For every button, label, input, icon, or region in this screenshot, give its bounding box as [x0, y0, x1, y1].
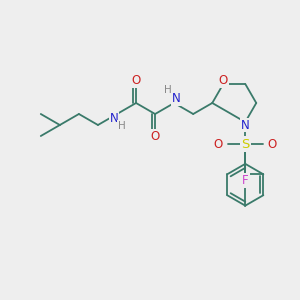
Text: O: O — [268, 138, 277, 151]
Text: H: H — [118, 121, 126, 131]
Text: N: N — [110, 112, 118, 125]
Text: S: S — [241, 138, 250, 151]
Text: F: F — [242, 174, 249, 188]
Text: N: N — [241, 118, 250, 132]
Text: O: O — [213, 138, 223, 151]
Text: H: H — [164, 85, 172, 95]
Text: O: O — [219, 74, 228, 87]
Text: O: O — [131, 74, 141, 88]
Text: O: O — [151, 130, 160, 142]
Text: N: N — [172, 92, 181, 106]
